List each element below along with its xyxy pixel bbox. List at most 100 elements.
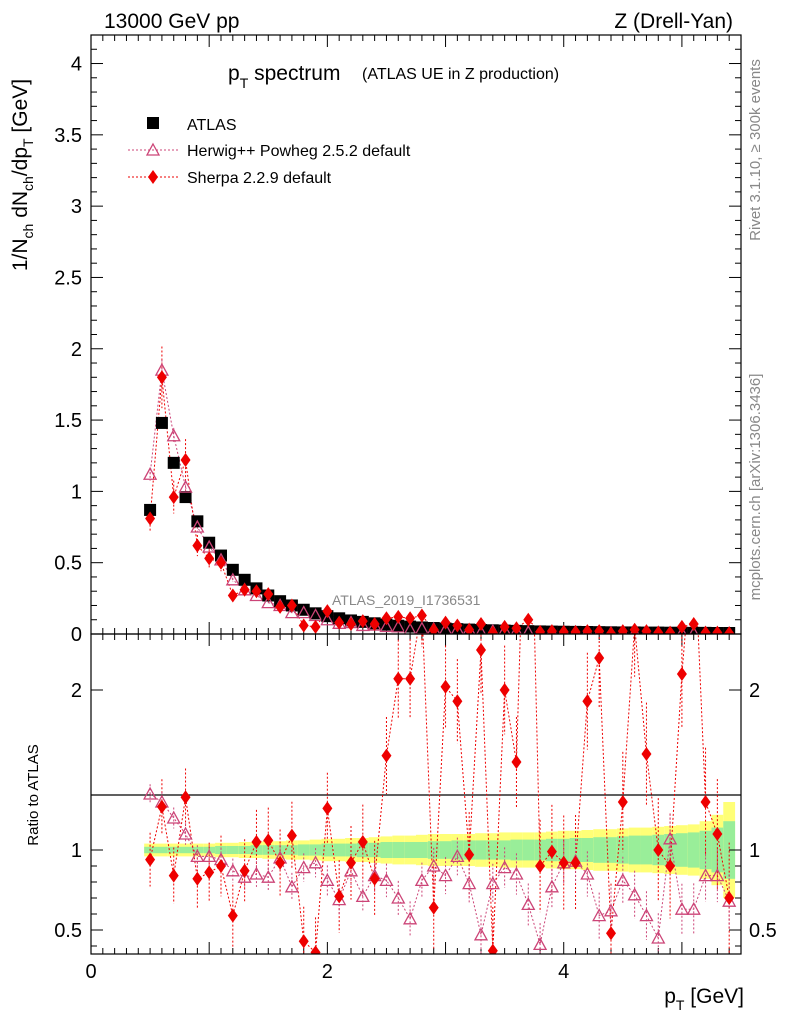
legend-atlas-label: ATLAS [187, 117, 237, 134]
sherpa-ratio-point [523, 363, 533, 377]
sherpa-main-point [204, 551, 215, 566]
plot-title: pT spectrum [228, 62, 340, 91]
sherpa-main-point [606, 626, 616, 634]
sherpa-ratio-point [712, 827, 723, 841]
ratio-stat-uncertainty-band [569, 838, 582, 862]
sherpa-ratio-point [440, 679, 451, 694]
sherpa-main-point [440, 615, 451, 630]
ratio-stat-uncertainty-band [404, 842, 416, 858]
sherpa-ratio-point [606, 926, 616, 941]
sherpa-main-point [192, 538, 203, 553]
herwig-main-point [498, 623, 511, 634]
herwig-main-point [166, 428, 181, 442]
sherpa-main-point [499, 619, 510, 634]
ratio-stat-uncertainty-band [427, 841, 440, 859]
atlas-main-point [415, 621, 428, 634]
sherpa-ratio-point [310, 945, 321, 954]
ratio-frame [90, 633, 742, 955]
herwig-main-point [190, 519, 205, 533]
herwig-main-point [450, 622, 464, 634]
legend-sherpa-label: Sherpa 2.2.9 default [187, 170, 332, 187]
herwig-main-point [391, 619, 406, 633]
sherpa-main-point [712, 625, 723, 634]
herwig-main-point [261, 595, 276, 609]
sherpa-ratio-point [700, 795, 711, 809]
herwig-ratio-point [580, 866, 595, 880]
herwig-ratio-point [249, 866, 264, 880]
sherpa-main-point [558, 624, 569, 634]
atlas-main-point [144, 503, 157, 516]
sherpa-ratio-point [582, 694, 593, 709]
process-label: Z (Drell-Yan) [614, 10, 733, 33]
ratio-stat-uncertainty-band [510, 839, 523, 861]
herwig-main-point [677, 625, 687, 634]
sherpa-main-point [535, 624, 546, 634]
sherpa-main-point [464, 622, 475, 634]
herwig-ratio-point [639, 908, 654, 922]
x-tick-label: 0 [85, 961, 96, 983]
ratio-y-tick-label-left: 0.5 [54, 920, 82, 942]
sherpa-ratio-point [546, 844, 557, 859]
sherpa-ratio-point [499, 683, 510, 697]
legend-entry-sherpa: Sherpa 2.2.9 default [128, 170, 332, 187]
sherpa-ratio-point [724, 891, 735, 905]
ratio-y-axis-label: Ratio to ATLAS [25, 744, 42, 845]
main-y-tick-label: 3.5 [54, 125, 82, 147]
herwig-ratio-point [379, 873, 394, 887]
sherpa-main-point [665, 625, 676, 634]
sherpa-main-point [476, 617, 486, 632]
ratio-stat-uncertainty-band [486, 840, 499, 860]
ratio-stat-uncertainty-band [215, 846, 227, 854]
analysis-watermark: ATLAS_2019_I1736531 [332, 592, 481, 608]
sherpa-main-point [239, 582, 250, 597]
herwig-ratio-point [402, 911, 418, 925]
sherpa-ratio-point [251, 835, 262, 849]
sherpa-ratio-point [405, 671, 416, 686]
sherpa-main-point [310, 619, 321, 634]
atlas-main-point [179, 491, 192, 504]
sherpa-main-point [594, 624, 605, 634]
herwig-main-point [476, 624, 486, 634]
sherpa-main-point [227, 588, 238, 603]
herwig-ratio-point [544, 879, 560, 893]
atlas-main-point [309, 607, 322, 620]
ratio-stat-uncertainty-band [605, 837, 617, 863]
sherpa-ratio-point [511, 755, 522, 769]
ratio-stat-uncertainty-band [616, 836, 629, 864]
herwig-main-point [689, 625, 699, 634]
legend-entry-herwig: Herwig++ Powheg 2.5.2 default [128, 142, 411, 160]
main-y-tick-label: 1 [71, 481, 82, 503]
herwig-ratio-point [284, 879, 300, 893]
sherpa-ratio-point [676, 667, 687, 681]
sherpa-ratio-point [275, 855, 286, 870]
sherpa-ratio-point [428, 900, 439, 915]
ratio-stat-uncertainty-band [534, 839, 546, 861]
atlas-main-point [392, 619, 405, 632]
main-data-layer [142, 346, 736, 634]
herwig-ratio-point [391, 890, 406, 904]
herwig-main-point [379, 619, 394, 633]
legend-entry-atlas: ATLAS [147, 117, 237, 134]
sherpa-ratio-point [570, 855, 581, 870]
main-y-tick-label: 2.5 [54, 267, 82, 289]
sherpa-main-point [416, 608, 427, 623]
sherpa-ratio-point [665, 859, 676, 873]
ratio-stat-uncertainty-band [226, 846, 239, 854]
herwig-ratio-point [473, 927, 489, 941]
herwig-ratio-point [142, 786, 158, 800]
main-axis-ticks: 0 0.5 1 1.5 2 2.5 3 3.5 4 [54, 34, 742, 646]
sherpa-main-point [369, 617, 380, 632]
ratio-panel: 0.5 0.5 1 1 2 2 0 2 4 Ratio to ATLAS pT [GeV] [25, 363, 777, 1013]
x-axis-label: pT [GeV] [664, 985, 744, 1013]
sherpa-main-point [570, 625, 581, 634]
sherpa-main-point [322, 604, 333, 619]
herwig-ratio-point [438, 868, 453, 882]
sherpa-main-point [546, 624, 557, 634]
main-y-tick-label: 1.5 [54, 410, 82, 432]
ratio-stat-uncertainty-band [333, 843, 346, 857]
legend-herwig-label: Herwig++ Powheg 2.5.2 default [187, 143, 411, 160]
sherpa-main-point [275, 599, 286, 614]
atlas-main-point [238, 573, 251, 586]
sherpa-main-point [381, 611, 392, 626]
sherpa-ratio-point [381, 748, 392, 763]
